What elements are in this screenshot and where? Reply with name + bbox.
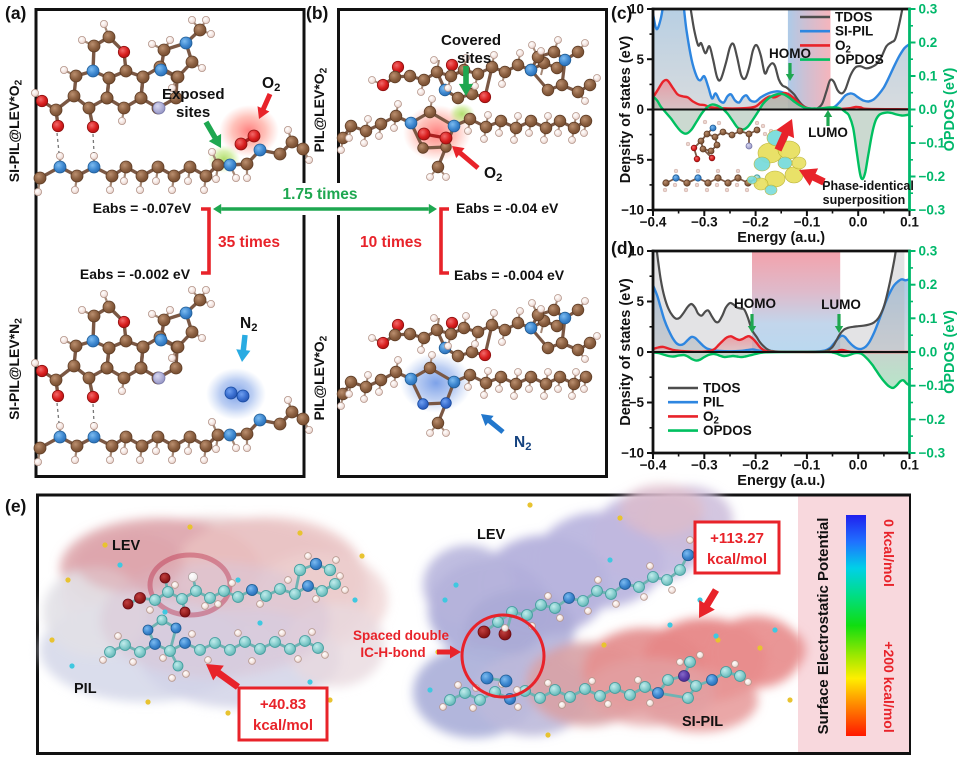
svg-text:Density of states (eV): Density of states (eV)	[618, 36, 634, 184]
svg-text:PIL: PIL	[74, 681, 97, 697]
svg-text:Energy (a.u.): Energy (a.u.)	[737, 230, 825, 246]
svg-text:sites: sites	[176, 104, 210, 121]
svg-text:OPDOS (eV): OPDOS (eV)	[942, 67, 958, 151]
svg-text:0.3: 0.3	[919, 244, 938, 259]
svg-text:5: 5	[636, 52, 644, 67]
svg-text:(a): (a)	[5, 3, 26, 23]
svg-text:−0.3: −0.3	[691, 458, 718, 473]
svg-text:0.3: 0.3	[919, 2, 938, 17]
svg-text:PIL@LEV*O2: PIL@LEV*O2	[311, 67, 330, 152]
svg-text:−0.2: −0.2	[919, 169, 946, 184]
svg-text:+40.83: +40.83	[260, 696, 306, 713]
svg-text:OPDOS (eV): OPDOS (eV)	[942, 310, 958, 394]
svg-text:HOMO: HOMO	[734, 296, 776, 311]
svg-text:−0.1: −0.1	[794, 215, 821, 230]
svg-text:−10: −10	[621, 446, 644, 461]
svg-text:HOMO: HOMO	[769, 46, 811, 61]
svg-text:O2: O2	[484, 165, 502, 184]
svg-text:0.0: 0.0	[919, 102, 938, 117]
svg-text:Eabs = -0.07eV: Eabs = -0.07eV	[93, 200, 192, 216]
svg-text:Energy (a.u.): Energy (a.u.)	[737, 473, 825, 489]
svg-text:0.2: 0.2	[919, 35, 938, 50]
svg-text:PIL@LEV*O2: PIL@LEV*O2	[311, 335, 330, 420]
svg-text:N2: N2	[514, 434, 531, 453]
svg-text:Spaced double: Spaced double	[353, 628, 450, 643]
svg-text:−0.2: −0.2	[742, 215, 769, 230]
svg-text:0.1: 0.1	[900, 215, 919, 230]
svg-text:−0.2: −0.2	[919, 412, 946, 427]
svg-text:PIL: PIL	[703, 395, 724, 410]
svg-text:−0.1: −0.1	[919, 378, 946, 393]
svg-text:Covered: Covered	[441, 32, 501, 49]
svg-text:10 times: 10 times	[360, 234, 422, 251]
svg-text:−0.3: −0.3	[919, 446, 946, 461]
svg-text:−5: −5	[629, 152, 645, 167]
svg-text:kcal/mol: kcal/mol	[707, 551, 767, 568]
svg-text:0.1: 0.1	[900, 458, 919, 473]
svg-text:10: 10	[629, 2, 644, 17]
svg-text:TDOS: TDOS	[703, 381, 741, 396]
svg-text:−10: −10	[621, 203, 644, 218]
svg-text:LUMO: LUMO	[808, 125, 848, 140]
svg-text:O2: O2	[262, 75, 280, 94]
svg-text:1.75 times: 1.75 times	[283, 186, 358, 203]
svg-text:Eabs = -0.04 eV: Eabs = -0.04 eV	[456, 200, 559, 216]
svg-text:0: 0	[636, 102, 644, 117]
svg-text:Density of states (eV): Density of states (eV)	[618, 278, 634, 426]
svg-text:0.0: 0.0	[849, 215, 868, 230]
svg-text:LEV: LEV	[112, 538, 141, 554]
svg-text:0: 0	[636, 345, 644, 360]
svg-text:kcal/mol: kcal/mol	[253, 717, 313, 734]
svg-text:−0.1: −0.1	[794, 458, 821, 473]
svg-text:0.0: 0.0	[919, 345, 938, 360]
svg-text:−0.3: −0.3	[691, 215, 718, 230]
svg-text:SI-PIL@LEV*N2: SI-PIL@LEV*N2	[6, 318, 25, 420]
svg-text:−0.2: −0.2	[742, 458, 769, 473]
svg-text:(c): (c)	[611, 3, 632, 23]
svg-text:+200 kcal/mol: +200 kcal/mol	[881, 641, 897, 732]
svg-text:−0.4: −0.4	[640, 215, 667, 230]
svg-text:(e): (e)	[5, 496, 26, 516]
svg-text:Eabs = -0.004 eV: Eabs = -0.004 eV	[454, 267, 565, 283]
svg-text:0.1: 0.1	[919, 311, 938, 326]
svg-text:5: 5	[636, 294, 644, 309]
svg-text:0.0: 0.0	[849, 458, 868, 473]
svg-text:0 kcal/mol: 0 kcal/mol	[881, 519, 897, 587]
svg-text:TDOS: TDOS	[835, 10, 873, 25]
svg-text:OPDOS: OPDOS	[703, 423, 752, 438]
svg-text:0.1: 0.1	[919, 69, 938, 84]
svg-text:OPDOS: OPDOS	[835, 52, 884, 67]
svg-text:SI-PIL@LEV*O2: SI-PIL@LEV*O2	[6, 79, 25, 182]
svg-text:−0.4: −0.4	[640, 458, 667, 473]
svg-text:10: 10	[629, 244, 644, 259]
svg-text:SI-PIL: SI-PIL	[682, 714, 723, 730]
svg-text:SI-PIL: SI-PIL	[835, 24, 873, 39]
svg-text:−0.3: −0.3	[919, 203, 946, 218]
svg-text:−5: −5	[629, 395, 645, 410]
svg-text:(d): (d)	[611, 238, 633, 258]
svg-text:IC-H-bond: IC-H-bond	[360, 645, 425, 660]
svg-text:0.2: 0.2	[919, 277, 938, 292]
svg-text:Exposed: Exposed	[162, 86, 225, 103]
svg-text:Surface Electrostatic Potentia: Surface Electrostatic Potential	[815, 518, 832, 735]
svg-text:−0.1: −0.1	[919, 136, 946, 151]
svg-text:Phase-identical: Phase-identical	[822, 179, 914, 193]
svg-text:(b): (b)	[306, 3, 328, 23]
svg-text:superposition: superposition	[823, 193, 906, 207]
svg-text:Eabs = -0.002 eV: Eabs = -0.002 eV	[80, 266, 191, 282]
svg-text:LEV: LEV	[477, 527, 506, 543]
svg-text:35 times: 35 times	[218, 234, 280, 251]
svg-text:sites: sites	[457, 50, 491, 67]
svg-text:LUMO: LUMO	[821, 297, 861, 312]
svg-text:+113.27: +113.27	[710, 530, 764, 547]
svg-text:N2: N2	[240, 315, 257, 334]
